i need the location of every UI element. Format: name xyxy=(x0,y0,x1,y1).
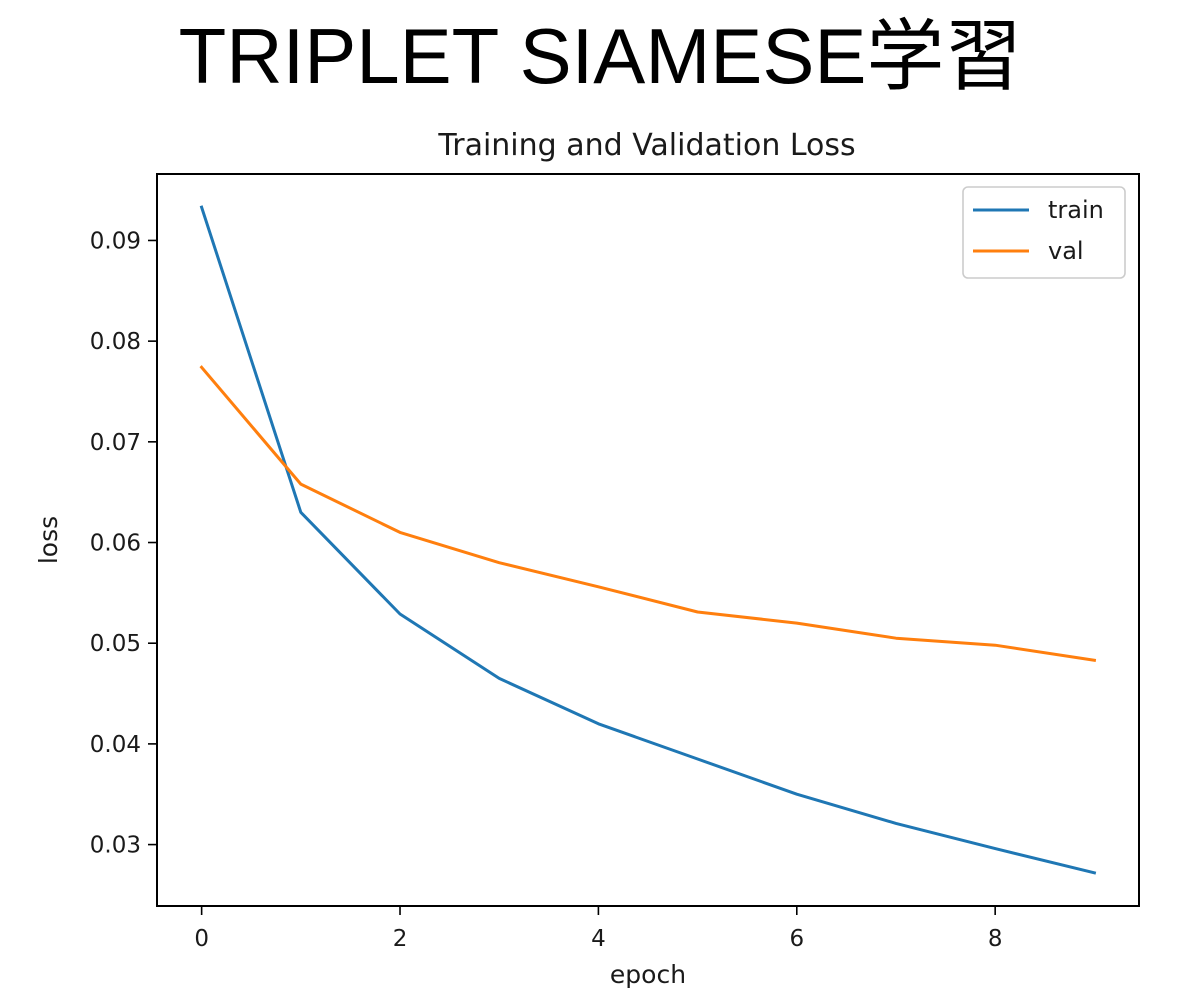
x-axis-label: epoch xyxy=(610,960,686,989)
legend-label-train: train xyxy=(1048,196,1104,224)
chart-title: Training and Validation Loss xyxy=(437,128,855,163)
legend: train val xyxy=(962,186,1126,279)
y-tick-label: 0.06 xyxy=(90,531,141,557)
y-axis-label: loss xyxy=(34,516,63,564)
page-heading: TRIPLET SIAMESE学習 xyxy=(178,12,1023,100)
y-tick-label: 0.07 xyxy=(90,430,141,456)
series-line-val xyxy=(199,365,1097,663)
y-tick-label: 0.09 xyxy=(90,228,141,254)
x-tick-label: 2 xyxy=(393,926,408,952)
legend-label-val: val xyxy=(1048,237,1084,265)
plot-frame xyxy=(156,173,1140,907)
y-tick-label: 0.04 xyxy=(90,732,141,758)
y-tick-label: 0.03 xyxy=(90,833,141,859)
series-line-train xyxy=(199,205,1097,875)
x-tick-label: 0 xyxy=(194,926,209,952)
y-tick-label: 0.08 xyxy=(90,329,141,355)
y-tick-label: 0.05 xyxy=(90,631,141,657)
ticks-layer: 0 2 4 6 8 0.03 0.04 0.05 0.06 0.07 0.08 0.09 xyxy=(90,228,1003,952)
x-tick-label: 8 xyxy=(988,926,1003,952)
x-tick-label: 6 xyxy=(789,926,804,952)
series-layer xyxy=(199,205,1097,875)
x-tick-label: 4 xyxy=(591,926,606,952)
